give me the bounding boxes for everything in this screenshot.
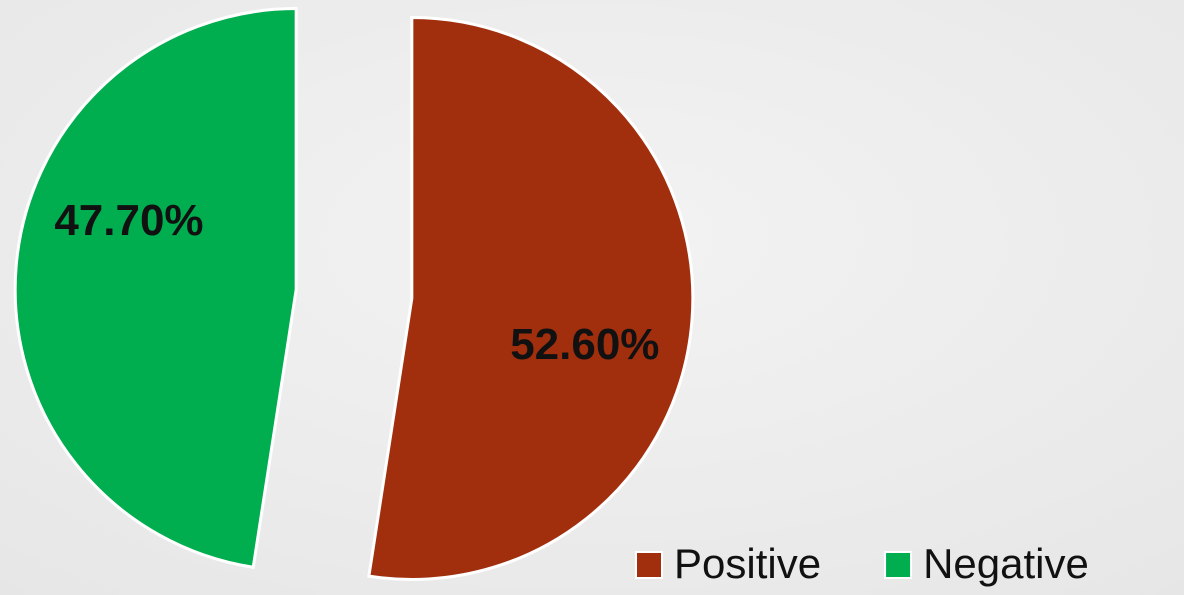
pie: 52.60% 47.70% bbox=[13, 7, 695, 581]
legend-label: Positive bbox=[674, 540, 821, 587]
legend-swatch bbox=[884, 551, 913, 579]
data-label: 52.60% bbox=[510, 320, 659, 369]
data-label: 47.70% bbox=[54, 196, 203, 245]
legend: Positive Negative bbox=[635, 540, 1089, 587]
pie-slice bbox=[367, 15, 695, 581]
legend-swatch bbox=[635, 551, 663, 579]
legend-label: Negative bbox=[923, 540, 1089, 587]
pie-slice bbox=[13, 7, 298, 569]
